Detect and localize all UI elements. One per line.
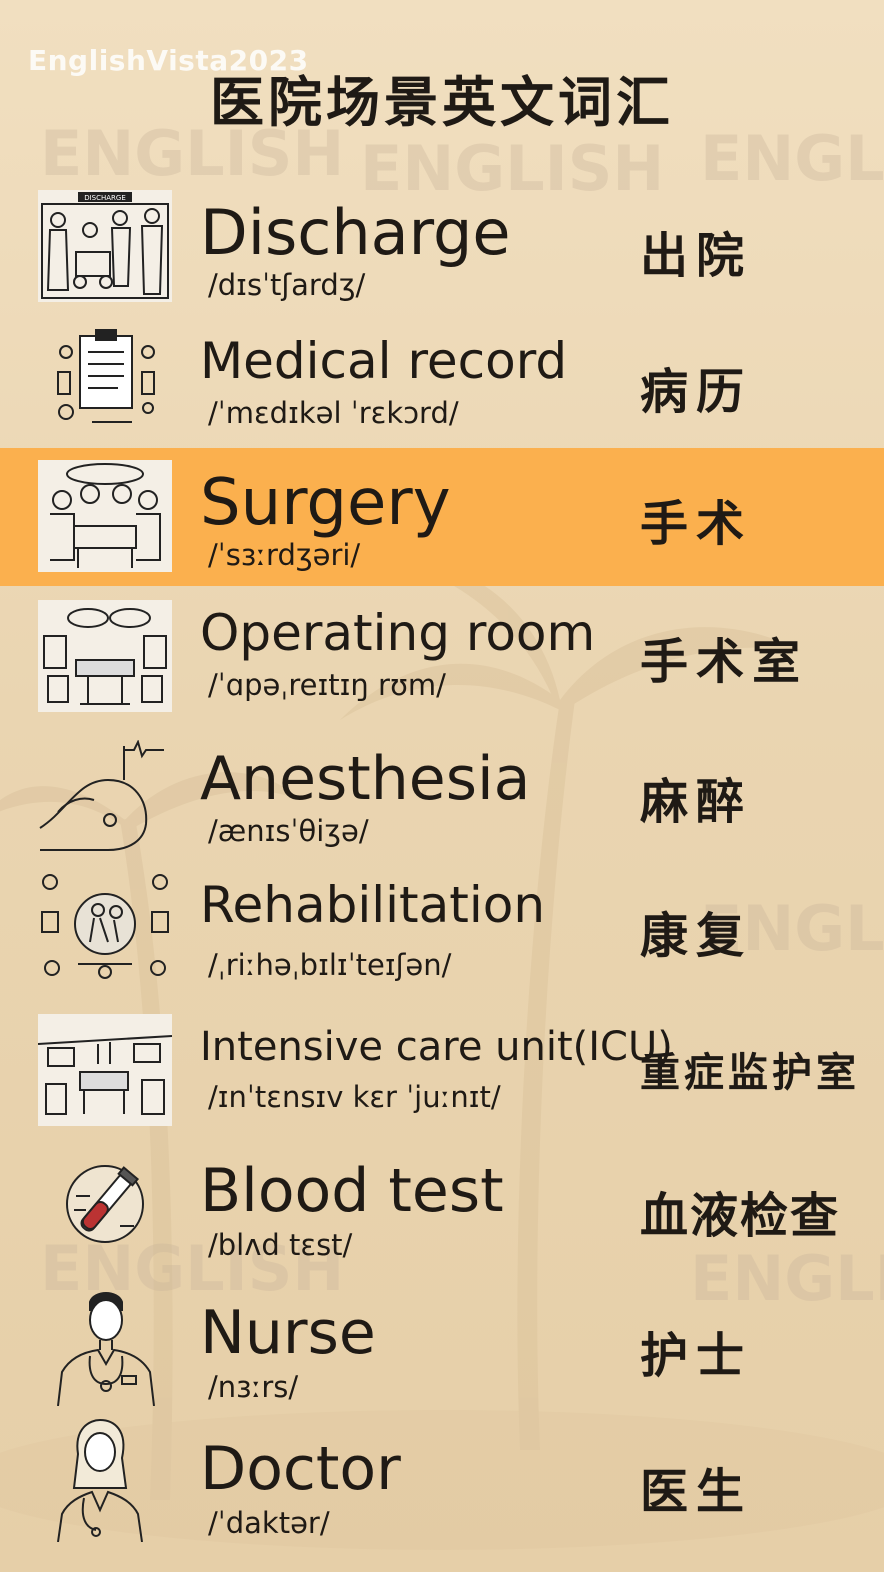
surgery-illustration (38, 460, 172, 572)
term-english: Discharge (200, 196, 511, 269)
term-chinese: 护士 (640, 1328, 753, 1384)
term-phonetic: /ænɪsˈθiʒə/ (208, 814, 369, 848)
term-phonetic: /blʌd tɛst/ (208, 1228, 353, 1262)
vocab-row-rehabilitation: Rehabilitation /ˌriːhəˌbɪlɪˈteɪʃən/ 康复 (0, 866, 884, 996)
svg-text:DISCHARGE: DISCHARGE (84, 194, 126, 202)
term-phonetic: /ˈsɜːrdʒəri/ (208, 538, 361, 572)
anesthesia-illustration (38, 740, 172, 852)
term-phonetic: /ˈɑpəˌreɪtɪŋ rʊm/ (208, 668, 446, 702)
vocab-row-icu: Intensive care unit(ICU) /ɪnˈtɛnsɪv kɛr … (0, 1010, 884, 1134)
term-english: Anesthesia (200, 744, 531, 814)
medical-record-illustration (52, 322, 162, 434)
term-chinese: 手术室 (640, 634, 809, 690)
term-english: Intensive care unit(ICU) (200, 1024, 673, 1070)
vocab-row-blood-test: Blood test /blʌd tɛst/ 血液检查 (0, 1150, 884, 1280)
vocab-row-anesthesia: Anesthesia /ænɪsˈθiʒə/ 麻醉 (0, 736, 884, 864)
term-phonetic: /ˈdaktər/ (208, 1506, 330, 1540)
vocab-row-operating-room: Operating room /ˈɑpəˌreɪtɪŋ rʊm/ 手术室 (0, 594, 884, 724)
vocab-row-medical-record: Medical record /ˈmɛdɪkəl ˈrɛkɔrd/ 病历 (0, 318, 884, 440)
term-chinese: 出院 (640, 228, 753, 284)
term-phonetic: /ɪnˈtɛnsɪv kɛr ˈjuːnɪt/ (208, 1080, 501, 1114)
term-chinese: 康复 (640, 908, 753, 964)
term-english: Rehabilitation (200, 876, 546, 934)
term-english: Nurse (200, 1298, 376, 1368)
term-chinese: 重症监护室 (640, 1049, 860, 1096)
discharge-illustration: DISCHARGE (38, 190, 172, 302)
rehabilitation-illustration (38, 868, 172, 980)
vocab-row-surgery: Surgery /ˈsɜːrdʒəri/ 手术 (0, 448, 884, 586)
doctor-illustration (50, 1418, 150, 1542)
nurse-illustration (50, 1288, 162, 1406)
channel-watermark: EnglishVista2023 (28, 44, 309, 77)
term-english: Medical record (200, 332, 568, 390)
term-phonetic: /ˈmɛdɪkəl ˈrɛkɔrd/ (208, 396, 459, 430)
term-chinese: 血液检查 (640, 1188, 841, 1244)
term-phonetic: /nɜːrs/ (208, 1370, 299, 1404)
term-chinese: 麻醉 (640, 774, 753, 830)
term-english: Surgery (200, 466, 451, 540)
vocab-row-discharge: DISCHARGE Discharge /dɪsˈtʃardʒ/ 出院 (0, 188, 884, 308)
term-english: Blood test (200, 1156, 504, 1226)
operating-room-illustration (38, 600, 172, 712)
term-english: Operating room (200, 604, 596, 662)
term-english: Doctor (200, 1434, 401, 1504)
term-chinese: 医生 (640, 1464, 753, 1520)
page-title: 医院场景英文词汇 (210, 70, 674, 134)
term-phonetic: /ˌriːhəˌbɪlɪˈteɪʃən/ (208, 948, 452, 982)
vocab-row-doctor: Doctor /ˈdaktər/ 医生 (0, 1416, 884, 1546)
icu-illustration (38, 1014, 172, 1126)
blood-test-illustration (60, 1156, 150, 1252)
term-chinese: 手术 (640, 496, 753, 552)
term-chinese: 病历 (640, 364, 753, 420)
vocab-row-nurse: Nurse /nɜːrs/ 护士 (0, 1286, 884, 1410)
term-phonetic: /dɪsˈtʃardʒ/ (208, 268, 366, 302)
